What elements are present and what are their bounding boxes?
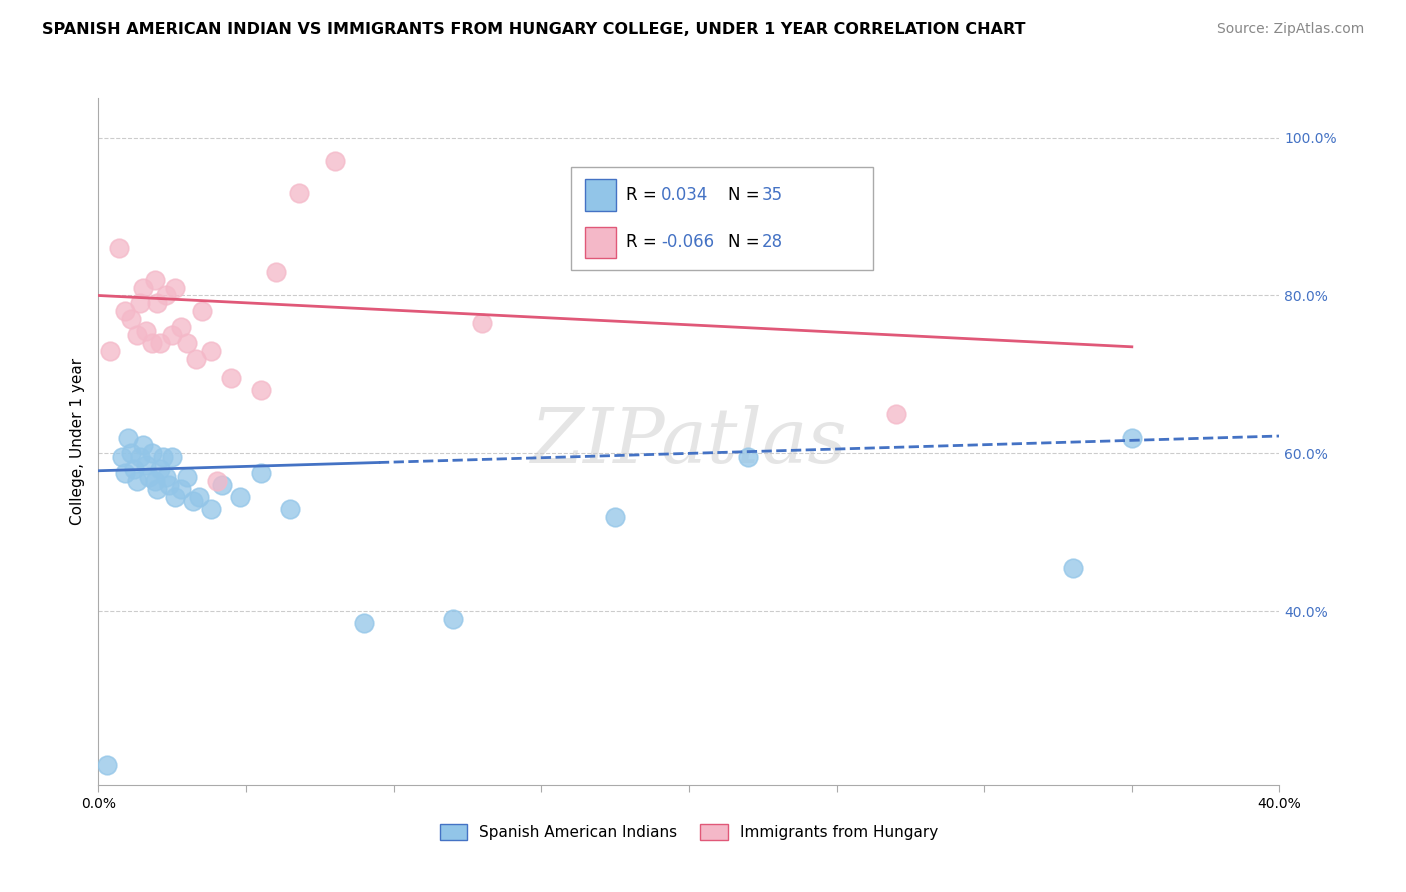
Point (229, 490, 252, 504)
Point (250, 383, 273, 397)
Point (122, 462, 145, 476)
Point (165, 280, 187, 294)
Point (280, 501, 302, 516)
Point (184, 351, 207, 366)
Point (471, 316, 494, 330)
Point (162, 450, 183, 465)
Point (170, 482, 193, 496)
Point (120, 446, 142, 460)
Text: 28: 28 (762, 233, 783, 252)
Point (191, 304, 214, 318)
Point (187, 490, 209, 504)
Point (884, 407, 907, 421)
Point (146, 296, 169, 310)
Text: N =: N = (728, 186, 765, 204)
Point (135, 324, 157, 338)
Point (141, 446, 163, 460)
Point (149, 335, 172, 350)
Point (221, 371, 243, 385)
Y-axis label: College, Under 1 year: College, Under 1 year (69, 358, 84, 525)
Point (149, 462, 172, 476)
Point (155, 288, 177, 302)
Point (128, 296, 150, 310)
Text: 35: 35 (762, 186, 783, 204)
Point (96, 758, 118, 772)
Text: -0.066: -0.066 (661, 233, 714, 252)
Text: N =: N = (728, 233, 765, 252)
Point (143, 273, 166, 287)
Text: ZIPatlas: ZIPatlas (530, 405, 848, 478)
Point (737, 450, 759, 465)
Text: 0.034: 0.034 (661, 186, 709, 204)
Point (111, 450, 134, 465)
Point (176, 335, 198, 350)
Point (264, 265, 287, 279)
Point (200, 501, 222, 516)
Point (323, 154, 346, 169)
Point (132, 438, 155, 452)
Point (205, 474, 228, 488)
Point (128, 450, 150, 465)
Point (170, 320, 193, 334)
Point (353, 616, 375, 631)
Point (152, 450, 174, 465)
Point (200, 343, 222, 358)
Point (162, 328, 183, 343)
Point (1121, 431, 1143, 445)
Text: SPANISH AMERICAN INDIAN VS IMMIGRANTS FROM HUNGARY COLLEGE, UNDER 1 YEAR CORRELA: SPANISH AMERICAN INDIAN VS IMMIGRANTS FR… (42, 22, 1026, 37)
Point (1062, 561, 1084, 575)
Point (141, 335, 163, 350)
Legend: Spanish American Indians, Immigrants from Hungary: Spanish American Indians, Immigrants fro… (433, 818, 945, 846)
Point (250, 466, 273, 480)
Text: R =: R = (626, 186, 662, 204)
Point (441, 612, 464, 626)
Point (114, 304, 136, 318)
Text: R =: R = (626, 233, 662, 252)
Point (288, 186, 311, 200)
Point (135, 458, 157, 473)
Point (155, 470, 177, 484)
Point (138, 470, 160, 484)
Point (117, 431, 139, 445)
Point (98, 343, 121, 358)
Point (176, 470, 198, 484)
Point (125, 328, 148, 343)
Point (143, 474, 166, 488)
Text: Source: ZipAtlas.com: Source: ZipAtlas.com (1216, 22, 1364, 37)
Point (605, 509, 627, 524)
Point (146, 482, 169, 496)
Point (157, 478, 180, 492)
Point (114, 466, 136, 480)
Point (120, 312, 142, 326)
Point (165, 490, 187, 504)
Point (132, 280, 155, 294)
Point (181, 493, 204, 508)
Point (211, 478, 233, 492)
Point (125, 474, 148, 488)
Point (108, 241, 131, 255)
